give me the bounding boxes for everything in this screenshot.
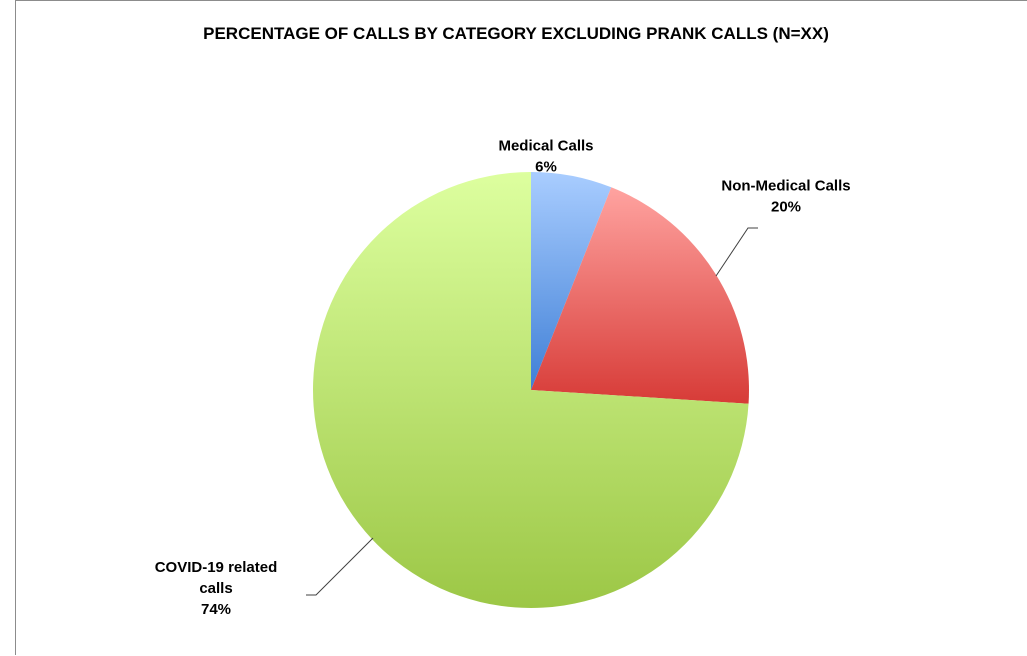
data-label-name: calls [199, 580, 232, 597]
data-label: Medical Calls 6% [498, 138, 593, 176]
chart-title: PERCENTAGE OF CALLS BY CATEGORY EXCLUDIN… [203, 24, 829, 43]
data-label-name: Medical Calls [498, 138, 593, 155]
pie-slice-non-medical-calls [531, 187, 750, 404]
data-label: COVID-19 related calls 74% [155, 559, 278, 618]
leader-line [715, 227, 758, 277]
leader-line [306, 537, 374, 596]
data-label: Non-Medical Calls 20% [721, 178, 850, 216]
data-label-value: 6% [535, 159, 557, 176]
data-label-name: Non-Medical Calls [721, 178, 850, 195]
data-label-value: 20% [771, 199, 801, 216]
data-label-name: COVID-19 related [155, 559, 278, 576]
pie-slice-medical-calls [531, 172, 612, 390]
chart-area: PERCENTAGE OF CALLS BY CATEGORY EXCLUDIN… [15, 0, 1027, 655]
pie-slice-covid-19-related-calls [313, 172, 749, 608]
data-label-value: 74% [201, 601, 231, 618]
pie-chart: PERCENTAGE OF CALLS BY CATEGORY EXCLUDIN… [155, 24, 851, 618]
